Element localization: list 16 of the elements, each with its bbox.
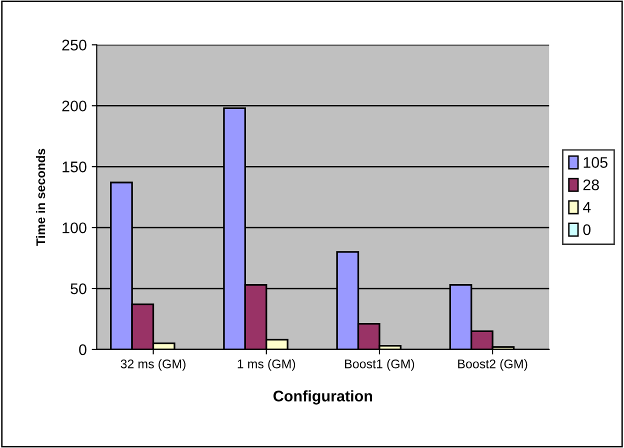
y-axis-title: Time in seconds: [36, 148, 46, 246]
y-tick-label: 150: [62, 162, 86, 172]
y-tick-label: 250: [62, 40, 86, 50]
x-axis-title: Configuration: [273, 390, 372, 405]
legend-label: 4: [582, 202, 591, 213]
y-tick-label: 100: [62, 222, 86, 234]
legend-label: 105: [584, 157, 608, 168]
y-tick-label: 50: [70, 283, 86, 294]
y-tick-label: 200: [62, 100, 86, 112]
x-tick-label: 1 ms (GM): [238, 359, 296, 371]
x-tick-label: Boost2 (GM): [458, 359, 528, 371]
x-tick-label: Boost1 (GM): [345, 359, 414, 371]
x-tick-label: 32 ms (GM): [120, 359, 186, 371]
legend-label: 28: [583, 179, 599, 190]
legend-label: 0: [583, 224, 591, 236]
y-tick-label: 0: [79, 344, 86, 356]
